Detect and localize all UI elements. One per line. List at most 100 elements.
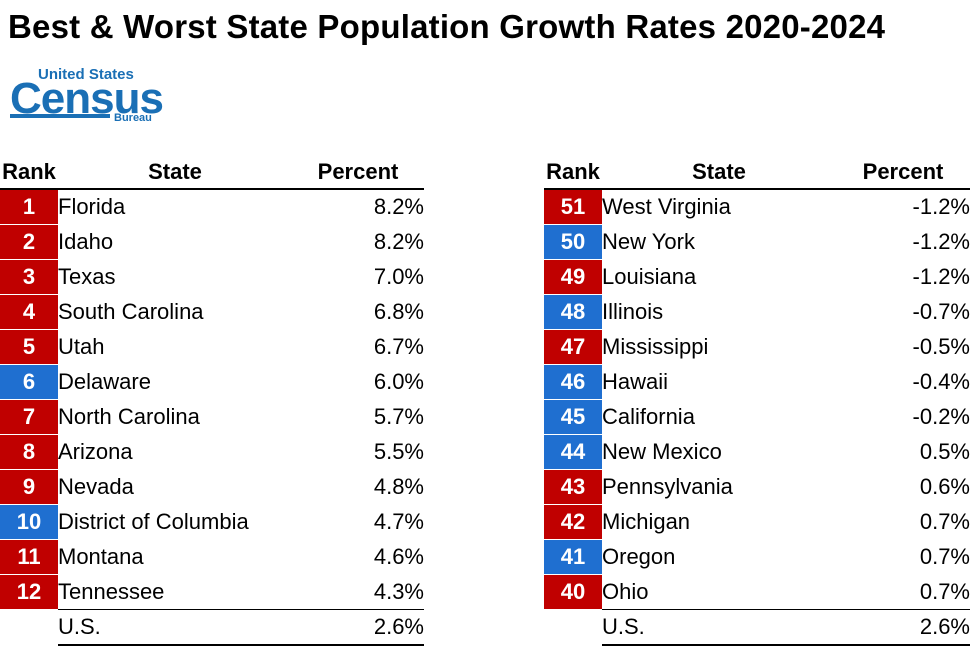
rank-cell: 48: [544, 294, 602, 330]
state-cell: New York: [602, 229, 695, 254]
state-cell: Utah: [58, 334, 105, 359]
state-header: State: [602, 156, 836, 190]
table-row: 50 New York -1.2%: [544, 224, 970, 260]
state-cell: South Carolina: [58, 299, 204, 324]
state-cell: New Mexico: [602, 439, 722, 464]
worst-table: Rank State Percent 51 West Virginia -1.2% 5…: [544, 156, 970, 646]
page-title: Best & Worst State Population Growth Rat…: [8, 8, 886, 45]
state-cell: Nevada: [58, 474, 134, 499]
rank-cell: 9: [0, 469, 58, 505]
percent-header: Percent: [836, 156, 970, 190]
rank-header: Rank: [0, 156, 58, 190]
table-row: 2 Idaho 8.2%: [0, 224, 424, 260]
total-state-cell: U.S.: [58, 609, 292, 646]
percent-cell: 0.7%: [919, 509, 970, 534]
percent-cell: 4.8%: [373, 474, 424, 499]
table-row: 5 Utah 6.7%: [0, 329, 424, 365]
table-row: 48 Illinois -0.7%: [544, 294, 970, 330]
rank-cell: 50: [544, 224, 602, 260]
table-row: 9 Nevada 4.8%: [0, 469, 424, 505]
table-row: 42 Michigan 0.7%: [544, 504, 970, 540]
rank-cell: 2: [0, 224, 58, 260]
percent-cell: 4.6%: [373, 544, 424, 569]
rank-cell: 6: [0, 364, 58, 400]
rank-cell: 49: [544, 259, 602, 295]
total-row: U.S. 2.6%: [544, 609, 970, 646]
state-cell: Mississippi: [602, 334, 709, 359]
table-row: 46 Hawaii -0.4%: [544, 364, 970, 400]
percent-cell: -1.2%: [912, 229, 970, 254]
state-cell: Michigan: [602, 509, 691, 534]
rank-cell: 5: [0, 329, 58, 365]
total-rank-cell: [544, 610, 602, 646]
state-cell: Arizona: [58, 439, 133, 464]
table-row: 45 California -0.2%: [544, 399, 970, 435]
table-row: 51 West Virginia -1.2%: [544, 189, 970, 225]
logo-line-1: United States: [38, 66, 134, 83]
table-row: 7 North Carolina 5.7%: [0, 399, 424, 435]
state-cell: Idaho: [58, 229, 114, 254]
percent-cell: 0.7%: [919, 544, 970, 569]
table-row: 4 South Carolina 6.8%: [0, 294, 424, 330]
state-cell: Hawaii: [602, 369, 669, 394]
rank-cell: 46: [544, 364, 602, 400]
percent-header: Percent: [292, 156, 424, 190]
state-cell: Illinois: [602, 299, 664, 324]
rank-cell: 4: [0, 294, 58, 330]
rank-cell: 51: [544, 189, 602, 225]
percent-cell: 6.7%: [373, 334, 424, 359]
total-percent-cell: 2.6%: [836, 609, 970, 646]
rank-cell: 1: [0, 189, 58, 225]
table-row: 11 Montana 4.6%: [0, 539, 424, 575]
table-row: 44 New Mexico 0.5%: [544, 434, 970, 470]
logo-line-3: Bureau: [114, 112, 152, 124]
rank-cell: 41: [544, 539, 602, 575]
table-row: 43 Pennsylvania 0.6%: [544, 469, 970, 505]
table-row: 10 District of Columbia 4.7%: [0, 504, 424, 540]
percent-cell: 6.0%: [373, 369, 424, 394]
rank-cell: 3: [0, 259, 58, 295]
percent-cell: 4.7%: [373, 509, 424, 534]
state-cell: Louisiana: [602, 264, 697, 289]
state-cell: Ohio: [602, 578, 649, 604]
percent-cell: 8.2%: [373, 194, 424, 220]
rank-cell: 11: [0, 539, 58, 575]
state-cell: California: [602, 404, 695, 429]
table-row: 1 Florida 8.2%: [0, 189, 424, 225]
percent-cell: 0.6%: [919, 474, 970, 499]
state-cell: Tennessee: [58, 578, 165, 604]
rank-cell: 12: [0, 574, 58, 610]
rank-cell: 43: [544, 469, 602, 505]
census-logo: United States Census Bureau: [10, 66, 164, 126]
state-cell: North Carolina: [58, 404, 200, 429]
table-row: 47 Mississippi -0.5%: [544, 329, 970, 365]
table-row: 8 Arizona 5.5%: [0, 434, 424, 470]
rank-cell: 10: [0, 504, 58, 540]
percent-cell: -0.5%: [912, 334, 970, 359]
state-cell: Texas: [58, 264, 116, 289]
state-header: State: [58, 156, 292, 190]
percent-cell: -0.4%: [912, 369, 970, 394]
percent-cell: -1.2%: [912, 264, 970, 289]
best-table-body: 1 Florida 8.2% 2 Idaho 8.2% 3 Texas 7.0% 4 South C…: [0, 189, 424, 646]
total-row: U.S. 2.6%: [0, 609, 424, 646]
table-row: 3 Texas 7.0%: [0, 259, 424, 295]
percent-cell: -1.2%: [912, 194, 970, 220]
total-state-cell: U.S.: [602, 609, 836, 646]
table-row: 41 Oregon 0.7%: [544, 539, 970, 575]
state-cell: West Virginia: [602, 194, 731, 220]
rank-header: Rank: [544, 156, 602, 190]
rank-cell: 44: [544, 434, 602, 470]
rank-cell: 47: [544, 329, 602, 365]
percent-cell: 0.5%: [919, 439, 970, 464]
total-percent-cell: 2.6%: [292, 609, 424, 646]
percent-cell: 4.3%: [373, 578, 424, 604]
percent-cell: 0.7%: [919, 578, 970, 604]
table-row: 40 Ohio 0.7%: [544, 574, 970, 610]
state-cell: Oregon: [602, 544, 676, 569]
percent-cell: 5.5%: [373, 439, 424, 464]
best-table: Rank State Percent 1 Florida 8.2% 2 Idaho 8.2…: [0, 156, 424, 646]
table-header-row: Rank State Percent: [544, 156, 970, 190]
percent-cell: 8.2%: [373, 229, 424, 254]
percent-cell: 7.0%: [373, 264, 424, 289]
